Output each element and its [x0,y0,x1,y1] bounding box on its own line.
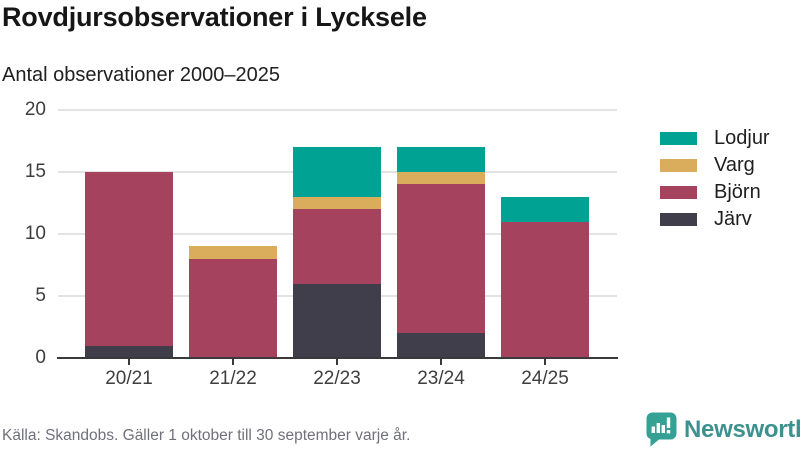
newsworthy-icon [646,412,677,447]
x-axis-tick-label: 24/25 [521,368,569,389]
y-axis-tick-label: 0 [35,347,46,368]
legend-item-Lodjur: Lodjur [660,125,770,152]
x-axis-tick [440,359,442,365]
bar-segment-Lodjur-24/25 [501,196,589,222]
legend-item-Järv: Järv [660,206,770,233]
legend-label: Varg [714,154,755,176]
legend-label: Lodjur [714,127,770,149]
newsworthy-logo: Newsworthy [646,412,800,447]
chart-title: Rovdjursobservationer i Lycksele [2,2,427,32]
x-axis-tick [544,359,546,365]
y-axis-tick-label: 15 [24,161,46,182]
legend-item-Björn: Björn [660,179,770,206]
bar-segment-Björn-21/22 [189,258,277,358]
source-note: Källa: Skandobs. Gäller 1 oktober till 3… [2,427,411,444]
gridline-20 [58,109,617,111]
chart-subtitle: Antal observationer 2000–2025 [2,64,280,86]
x-axis-tick [336,359,338,365]
bar-segment-Lodjur-22/23 [293,147,381,197]
y-axis-tick-label: 10 [24,223,46,244]
bar-segment-Lodjur-23/24 [397,147,485,172]
bar-segment-Björn-24/25 [501,221,589,358]
y-axis-tick-label: 5 [35,285,46,306]
legend-item-Varg: Varg [660,152,770,179]
legend-swatch [660,132,697,145]
y-axis-tick-label: 20 [24,99,46,120]
bar-segment-Varg-21/22 [189,246,277,259]
x-axis-tick-label: 21/22 [209,368,257,389]
legend-swatch [660,186,697,199]
bar-segment-Björn-22/23 [293,209,381,284]
newsworthy-wordmark: Newsworthy [684,415,800,443]
bar-segment-Järv-22/23 [293,283,381,358]
legend-label: Björn [714,181,761,203]
bar-segment-Järv-20/21 [85,345,173,358]
x-axis-tick-label: 23/24 [417,368,465,389]
legend-swatch [660,213,697,226]
bar-segment-Björn-23/24 [397,184,485,334]
legend-swatch [660,159,697,172]
x-axis-tick [128,359,130,365]
bar-segment-Varg-22/23 [293,196,381,210]
bar-segment-Järv-23/24 [397,333,485,358]
plot-area: 20/21 21/22 22/23 23/24 24/25 [57,109,618,389]
bar-segment-Björn-20/21 [85,172,173,346]
legend-label: Järv [714,208,752,230]
x-axis-tick-label: 20/21 [105,368,153,389]
x-axis-tick-label: 22/23 [313,368,361,389]
x-axis-line [57,356,618,359]
legend: Lodjur Varg Björn Järv [660,125,770,233]
x-axis-tick [232,359,234,365]
bar-segment-Varg-23/24 [397,172,485,185]
